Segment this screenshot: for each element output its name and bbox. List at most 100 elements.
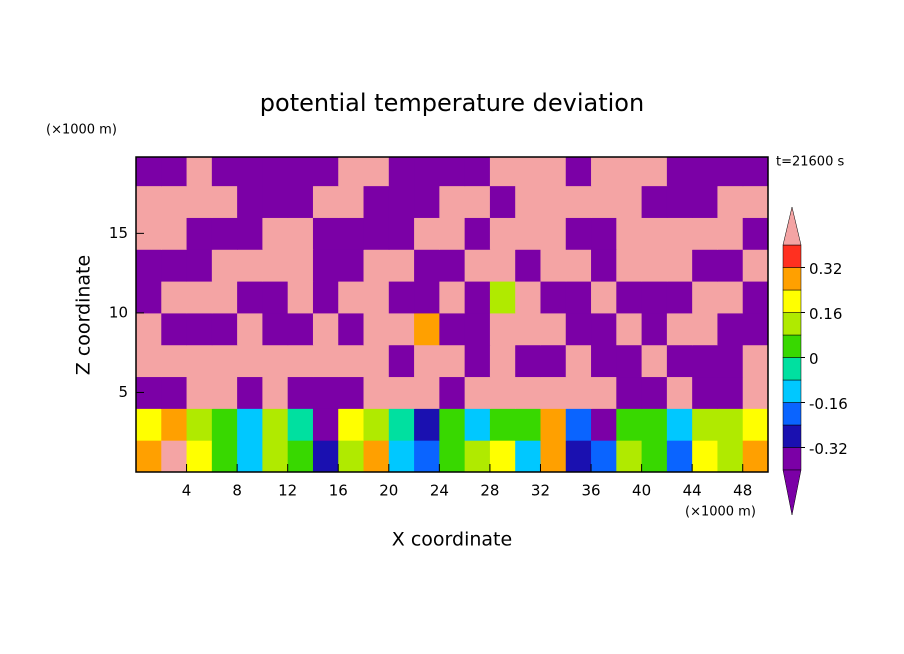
field-cell — [414, 217, 440, 250]
colorbar-band — [782, 379, 802, 403]
field-cell — [489, 376, 516, 409]
field-cell — [616, 408, 643, 441]
field-cell — [287, 157, 314, 187]
field-cell — [591, 217, 617, 250]
field-cell — [136, 185, 162, 218]
field-cell — [666, 249, 693, 282]
field-cell — [439, 312, 466, 346]
colorbar-band — [782, 447, 802, 471]
field-cell — [641, 344, 668, 378]
field-cell — [489, 344, 516, 378]
field-cell — [717, 376, 744, 409]
field-cell — [338, 249, 365, 282]
colorbar-low-triangle — [782, 469, 802, 516]
field-cell — [287, 376, 314, 409]
field-cell — [489, 281, 516, 314]
field-cell — [363, 249, 390, 282]
time-annotation: t=21600 s — [776, 155, 844, 170]
field-cell — [464, 281, 491, 314]
field-cell — [262, 408, 289, 441]
field-cell — [439, 185, 466, 218]
field-cell — [363, 408, 390, 441]
field-cell — [136, 344, 162, 378]
field-cell — [136, 157, 162, 187]
field-cell — [464, 312, 491, 346]
field-cell — [489, 408, 516, 441]
field-cell — [439, 376, 466, 409]
field-cell — [540, 312, 567, 346]
field-cell — [338, 157, 365, 187]
field-cell — [414, 312, 440, 346]
field-cell — [565, 376, 592, 409]
field-cell — [388, 440, 415, 472]
y-unit: (×1000 m) — [46, 123, 117, 138]
y-tick-label: 10 — [109, 303, 128, 321]
field-cell — [287, 408, 314, 441]
field-cell — [641, 249, 668, 282]
field-cell — [591, 440, 617, 472]
field-cell — [616, 185, 643, 218]
colorbar-band — [782, 244, 802, 268]
field-cell — [262, 157, 289, 187]
field-cell — [742, 249, 768, 282]
field-cell — [666, 281, 693, 314]
field-cell — [287, 344, 314, 378]
field-cell — [363, 376, 390, 409]
field-cell — [540, 217, 567, 250]
field-cell — [641, 217, 668, 250]
field-cell — [515, 281, 541, 314]
colorbar-band — [782, 402, 802, 426]
field-cell — [186, 217, 213, 250]
field-cell — [489, 157, 516, 187]
field-cell — [338, 281, 365, 314]
field-cell — [540, 376, 567, 409]
field-cell — [161, 408, 188, 441]
x-tick-label: 16 — [329, 482, 348, 500]
field-cell — [338, 376, 365, 409]
field-cell — [666, 408, 693, 441]
x-tick-label: 20 — [379, 482, 398, 500]
colorbar-tick-label: -0.32 — [809, 440, 848, 458]
field-cell — [312, 157, 339, 187]
field-cell — [717, 312, 744, 346]
field-cell — [338, 344, 365, 378]
field-cell — [338, 185, 365, 218]
colorbar-tick-label: 0 — [809, 350, 819, 368]
field-cell — [692, 249, 718, 282]
field-cell — [161, 217, 188, 250]
field-cell — [262, 376, 289, 409]
field-cell — [312, 281, 339, 314]
field-cell — [136, 281, 162, 314]
field-cell — [186, 376, 213, 409]
field-cell — [363, 217, 390, 250]
field-cell — [161, 281, 188, 314]
field-cell — [666, 440, 693, 472]
field-cell — [515, 376, 541, 409]
field-cell — [414, 185, 440, 218]
field-cell — [312, 217, 339, 250]
field-cell — [237, 376, 263, 409]
field-cell — [338, 217, 365, 250]
field-cell — [287, 217, 314, 250]
field-cell — [666, 185, 693, 218]
field-cell — [464, 440, 491, 472]
field-cell — [692, 440, 718, 472]
field-cell — [439, 344, 466, 378]
y-tick-label: 5 — [118, 383, 128, 401]
field-cell — [591, 408, 617, 441]
field-cell — [237, 312, 263, 346]
field-cell — [414, 281, 440, 314]
y-tick-label: 15 — [109, 224, 128, 242]
field-cell — [388, 185, 415, 218]
field-cell — [489, 185, 516, 218]
field-cell — [464, 249, 491, 282]
field-cell — [287, 440, 314, 472]
colorbar-tick-label: 0.16 — [809, 305, 842, 323]
field-cell — [666, 376, 693, 409]
field-cell — [161, 157, 188, 187]
field-cell — [742, 281, 768, 314]
y-axis-label: Z coordinate — [73, 255, 95, 375]
field-cell — [717, 408, 744, 441]
field-cell — [186, 185, 213, 218]
